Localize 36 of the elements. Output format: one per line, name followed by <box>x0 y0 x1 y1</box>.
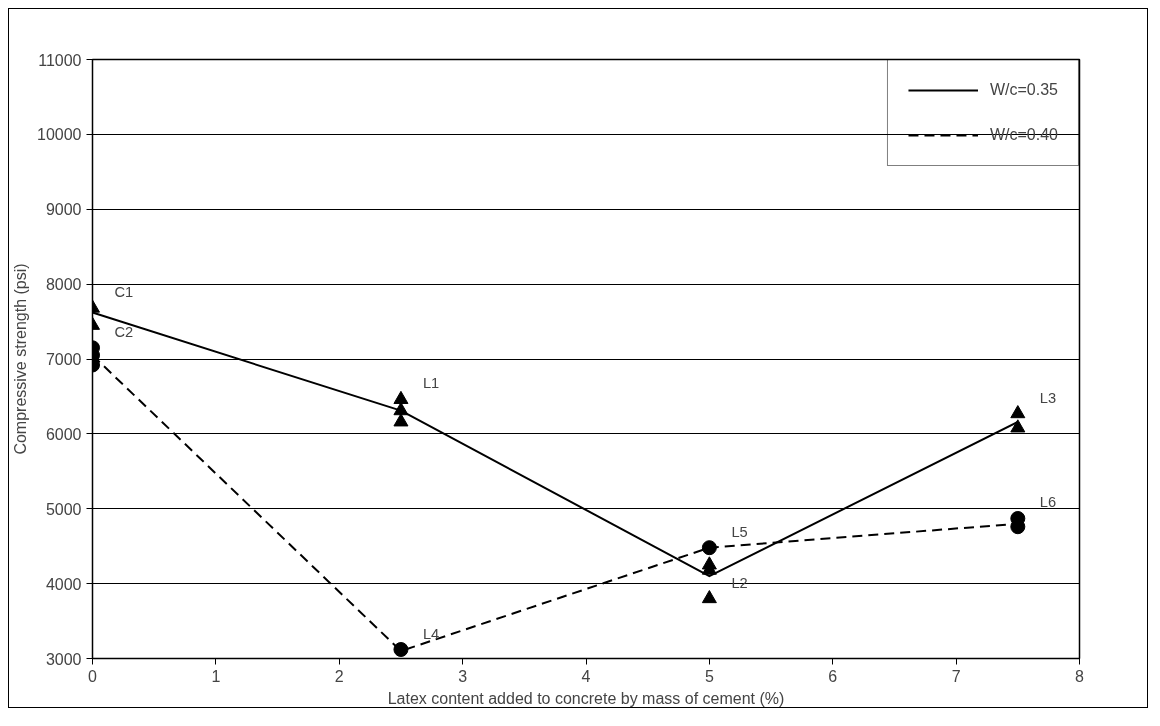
annotation: L1 <box>422 375 440 392</box>
point <box>1010 405 1026 419</box>
point <box>393 413 409 427</box>
legend-label: W/c=0.35 <box>989 81 1058 99</box>
x-tick-label: 1 <box>211 667 221 685</box>
y-tick-label: 4000 <box>45 575 82 593</box>
x-tick-label: 7 <box>951 667 961 685</box>
x-tick-label: 0 <box>88 667 98 685</box>
x-tick-label: 8 <box>1075 667 1085 685</box>
y-tick-label: 6000 <box>45 425 82 443</box>
point <box>1010 419 1026 433</box>
x-tick-label: 5 <box>704 667 714 685</box>
x-tick-label: 3 <box>458 667 468 685</box>
y-tick-label: 7000 <box>45 351 82 368</box>
y-tick-label: 8000 <box>45 276 82 294</box>
point <box>393 402 409 416</box>
point <box>393 390 409 404</box>
x-axis-title: Latex content added to concrete by mass of cement (%) <box>387 689 785 707</box>
point <box>701 540 717 556</box>
x-tick-label: 6 <box>828 667 838 685</box>
y-tick-label: 10000 <box>37 126 82 144</box>
annotation: L3 <box>1039 389 1057 406</box>
x-tick-label: 2 <box>334 667 344 685</box>
x-tick-label: 4 <box>581 667 591 685</box>
point <box>393 642 409 657</box>
annotation: C2 <box>114 323 134 340</box>
annotation: L6 <box>1039 494 1057 511</box>
annotation: L5 <box>731 523 748 540</box>
point <box>701 590 717 604</box>
annotation: L4 <box>422 625 440 642</box>
y-tick-label: 9000 <box>45 201 82 219</box>
annotation: C1 <box>114 284 134 301</box>
y-tick-label: 3000 <box>45 650 82 668</box>
y-axis-title: Compressive strength (psi) <box>12 263 30 455</box>
y-tick-label: 5000 <box>45 500 82 518</box>
y-tick-label: 11000 <box>38 51 82 69</box>
